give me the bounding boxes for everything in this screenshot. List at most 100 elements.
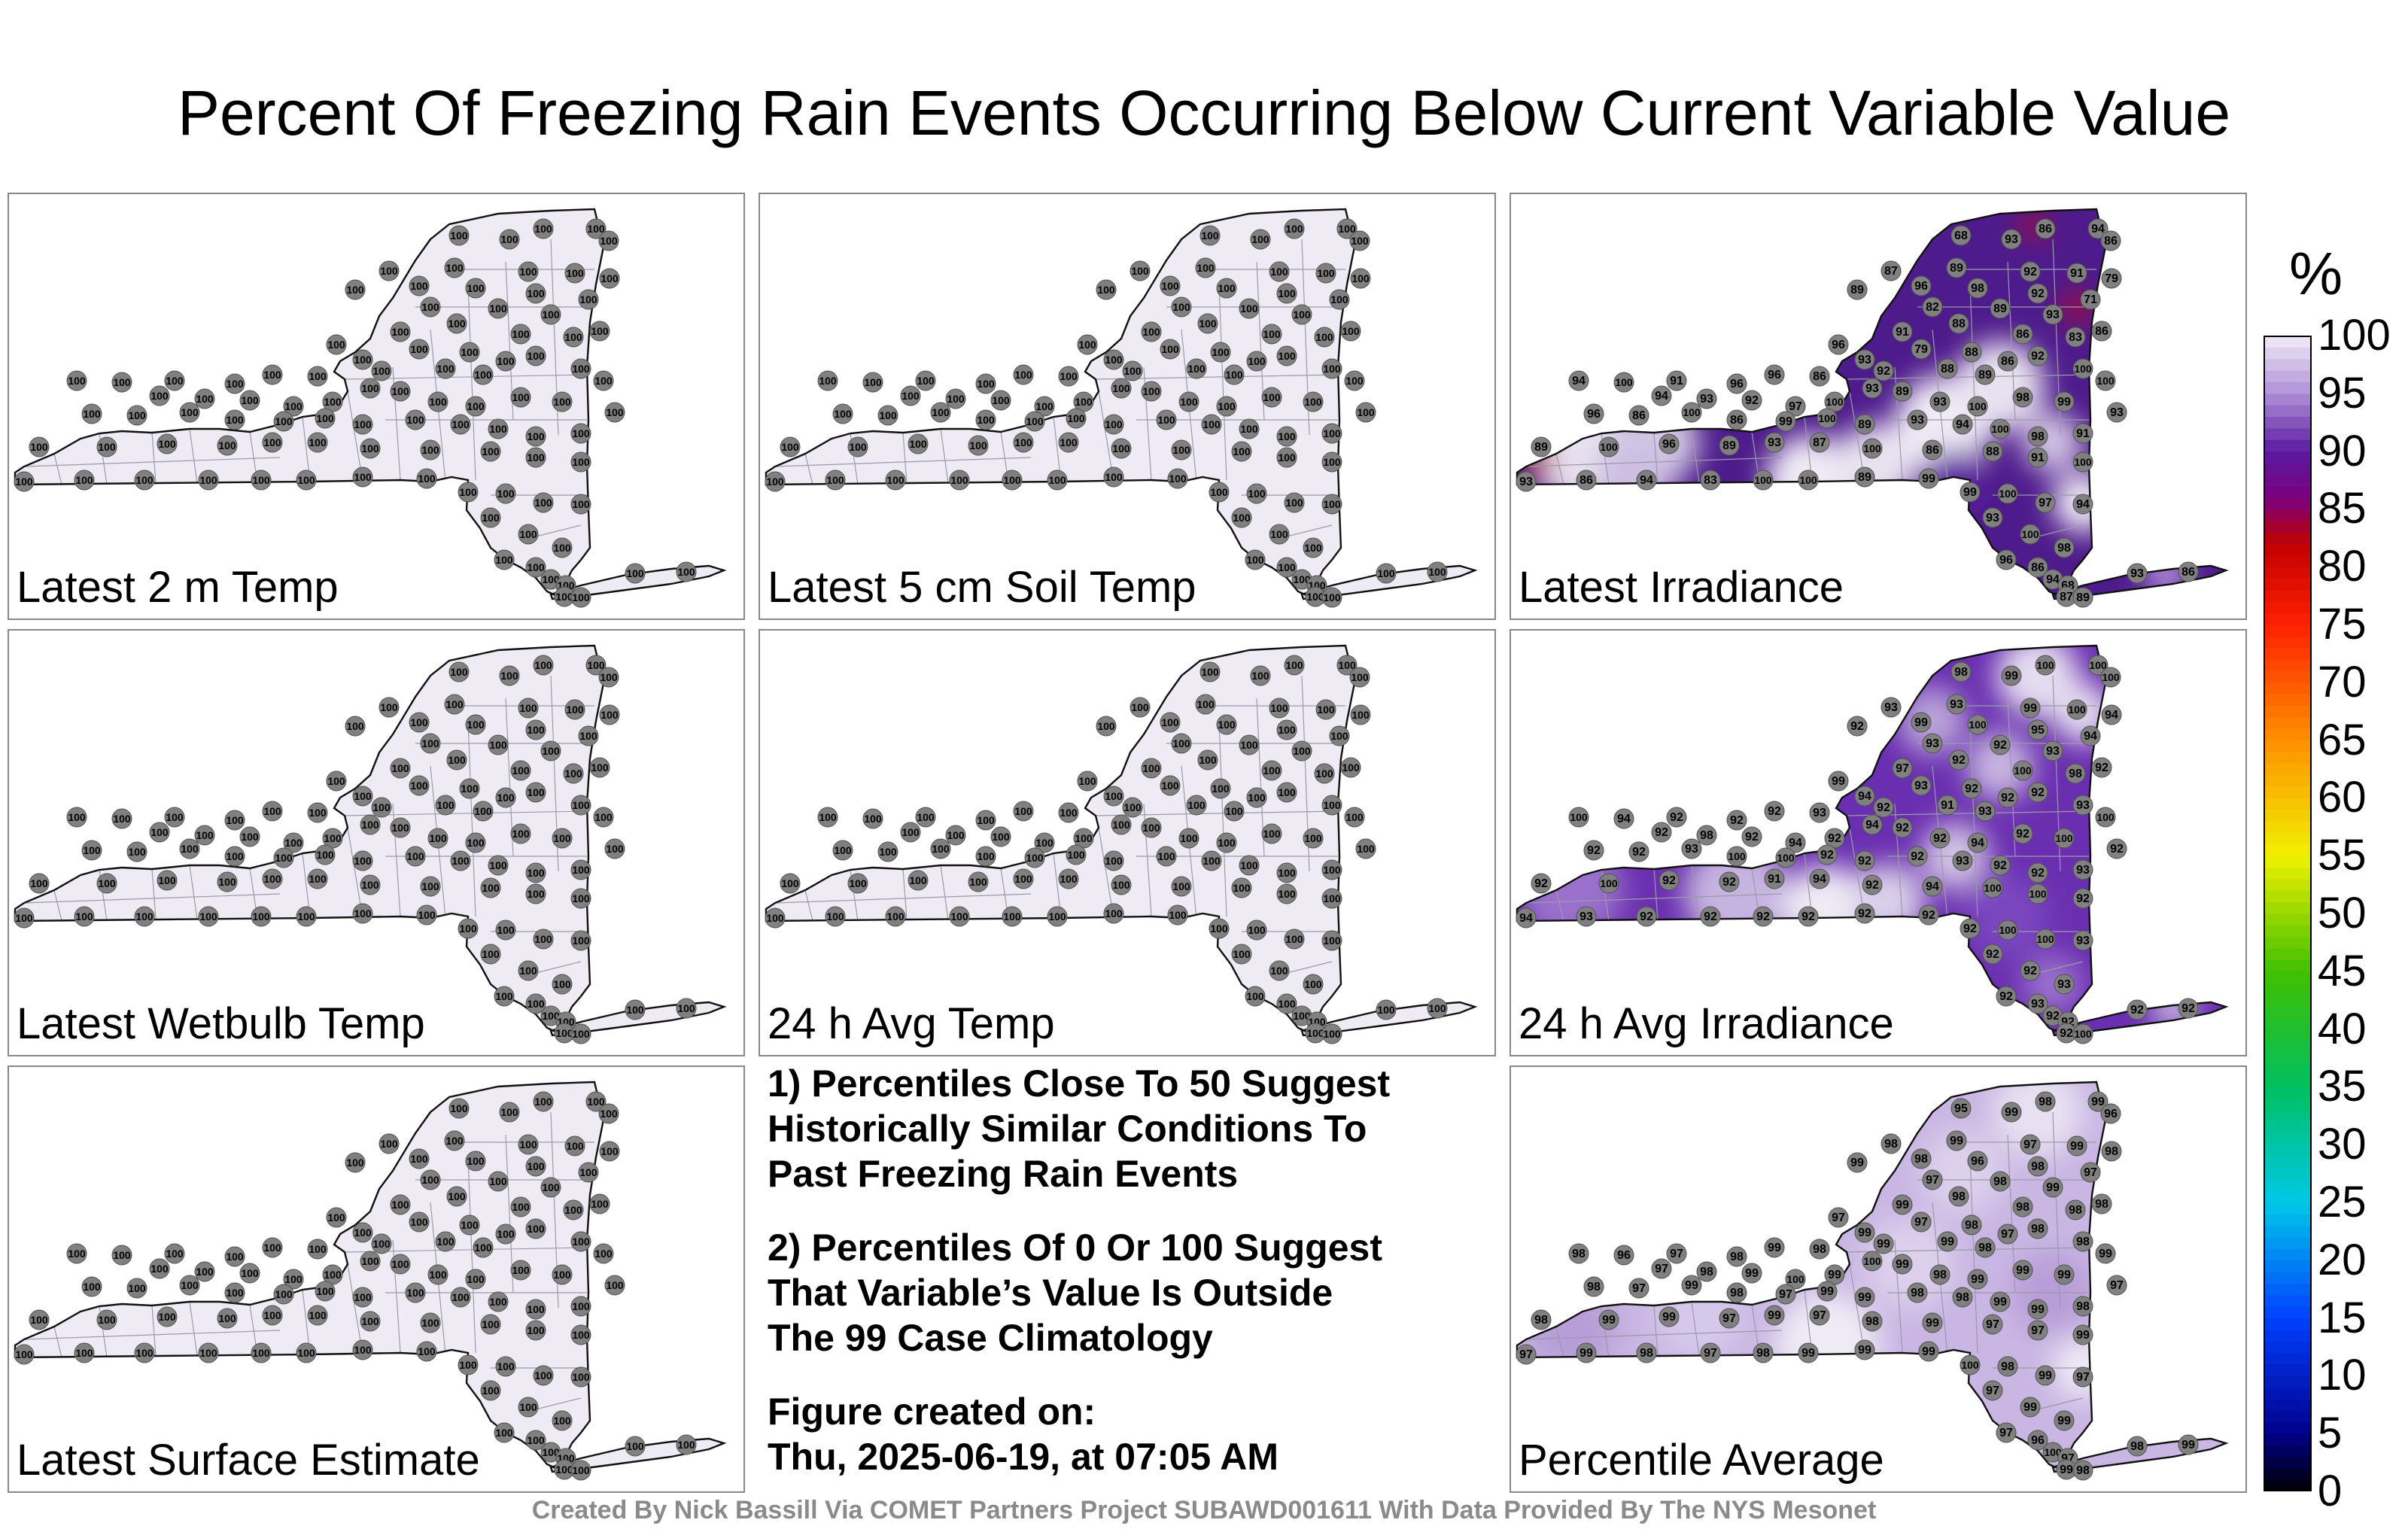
field-background (766, 209, 1475, 599)
station-dot (2042, 740, 2063, 761)
station-value: 86 (2031, 561, 2045, 574)
station-value: 100 (196, 829, 214, 841)
station-value: 92 (2110, 843, 2124, 856)
station-dot (1975, 1237, 1996, 1258)
station-marker: 99 (1764, 1305, 1785, 1326)
station-value: 100 (1351, 709, 1370, 721)
station-value: 100 (1157, 414, 1175, 426)
station-value: 92 (1963, 923, 1977, 935)
station-dot (578, 1162, 599, 1183)
station-value: 100 (1615, 376, 1633, 388)
station-value: 100 (1270, 528, 1288, 540)
station-value: 100 (566, 267, 584, 279)
station-marker: 92 (1531, 873, 1552, 894)
station-value: 100 (451, 855, 470, 867)
station-value: 100 (1248, 488, 1266, 500)
station-value: 100 (1323, 591, 1341, 603)
station-dot (2012, 1196, 2033, 1217)
station-dot (96, 1309, 117, 1330)
station-dot (2020, 960, 2041, 981)
station-marker: 100 (570, 423, 591, 444)
station-dot (1216, 278, 1237, 299)
station-value: 99 (1685, 1279, 1698, 1292)
colorbar-band (2264, 1087, 2312, 1099)
station-marker: 100 (352, 467, 373, 488)
station-dot (459, 342, 480, 363)
station-dot (2020, 261, 2041, 282)
colorbar-band (2264, 1075, 2312, 1087)
station-dot (494, 986, 515, 1007)
station-dot (900, 822, 921, 843)
station-marker: 100 (1013, 364, 1034, 385)
station-marker: 100 (360, 378, 381, 399)
colorbar-band (2264, 890, 2312, 903)
station-value: 100 (1212, 346, 1230, 358)
station-value: 100 (2102, 671, 2120, 683)
station-marker: 100 (224, 1246, 245, 1267)
station-marker: 98 (2054, 537, 2075, 558)
station-dot (2001, 229, 2022, 250)
station-dot (877, 405, 898, 426)
station-marker: 99 (1854, 1339, 1875, 1360)
station-marker: 92 (1817, 844, 1838, 865)
station-value: 100 (1342, 761, 1360, 774)
station-marker: 100 (164, 807, 185, 828)
station-value: 99 (2099, 1248, 2112, 1260)
station-marker: 92 (1798, 906, 1819, 927)
station-value: 100 (1304, 542, 1322, 554)
station-marker: 100 (1355, 402, 1376, 423)
panel-label: Latest Surface Estimate (17, 1436, 480, 1485)
station-marker: 99 (1764, 1237, 1785, 1258)
station-dot (1013, 364, 1034, 385)
county-line (347, 827, 363, 919)
station-marker: 100 (525, 1156, 546, 1177)
station-value: 100 (1169, 473, 1187, 485)
station-value: 100 (218, 1312, 236, 1324)
station-dot (495, 351, 516, 372)
station-dot (1918, 468, 1939, 489)
station-value: 100 (1304, 396, 1322, 408)
colorbar-band (2264, 798, 2312, 810)
station-marker: 100 (1305, 586, 1326, 607)
station-dot (2001, 665, 2022, 686)
station-marker: 100 (1276, 283, 1297, 304)
station-value: 97 (1986, 1318, 1999, 1331)
station-value: 100 (2014, 764, 2032, 777)
station-marker: 100 (1111, 814, 1132, 835)
station-dot (1344, 807, 1365, 828)
station-dot (1303, 828, 1324, 849)
station-dot (1261, 760, 1282, 781)
station-marker: 92 (1824, 828, 1845, 849)
station-marker: 100 (540, 1005, 561, 1026)
station-dot (1516, 471, 1537, 492)
station-dot (1058, 802, 1079, 823)
station-marker: 100 (224, 846, 245, 867)
station-marker: 83 (2065, 327, 2086, 348)
colorbar-band (2264, 497, 2312, 509)
station-marker: 100 (676, 998, 697, 1019)
station-value: 88 (1986, 445, 1999, 458)
station-value: 100 (467, 719, 485, 731)
station-value: 100 (316, 412, 334, 424)
station-value: 100 (677, 566, 695, 578)
colorbar-band (2264, 381, 2312, 394)
station-marker: 100 (435, 795, 456, 816)
station-value: 100 (909, 438, 927, 450)
station-marker: 100 (915, 807, 936, 828)
station-dot (2095, 807, 2116, 828)
station-marker: 100 (164, 370, 185, 391)
colorbar-band (2264, 994, 2312, 1007)
station-marker: 100 (570, 930, 591, 951)
station-marker: 99 (1598, 1309, 1619, 1330)
station-value: 100 (534, 1369, 552, 1382)
station-dot (1224, 801, 1245, 822)
station-value: 92 (1632, 846, 1646, 859)
station-dot (488, 1171, 509, 1192)
colorbar-band (2264, 1387, 2312, 1400)
station-marker: 98 (1907, 1282, 1928, 1303)
station-dot (1862, 378, 1883, 399)
station-dot (2072, 1296, 2093, 1317)
station-value: 100 (542, 1446, 560, 1458)
station-value: 97 (1704, 1347, 1717, 1360)
station-dot (862, 808, 883, 829)
